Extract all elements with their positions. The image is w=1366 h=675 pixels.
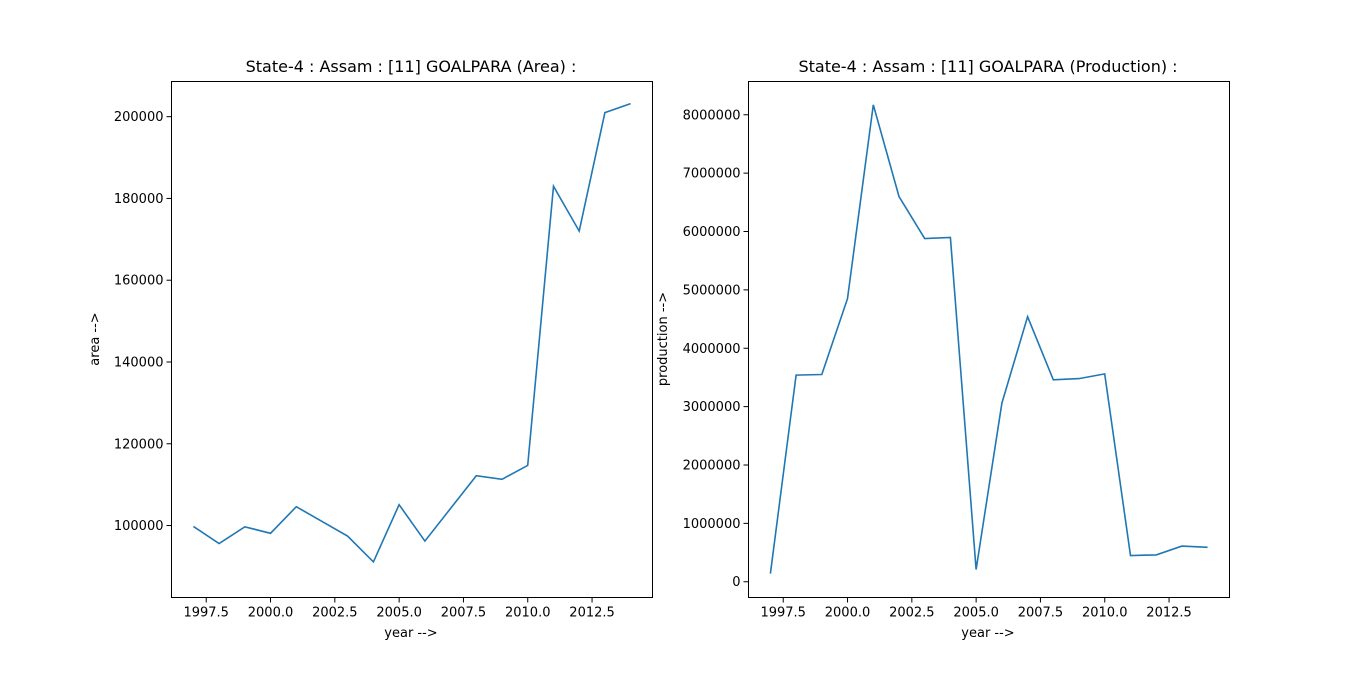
production-y-tick-label: 4000000 <box>683 342 741 357</box>
area-x-axis-label: year --> <box>384 626 437 641</box>
production-x-axis-label: year --> <box>961 626 1014 641</box>
production-chart-title: State-4 : Assam : [11] GOALPARA (Product… <box>798 57 1177 76</box>
area-x-tick-label: 2000.0 <box>248 606 294 621</box>
area-x-tick-label: 2012.5 <box>569 606 615 621</box>
area-x-tick-label: 2002.5 <box>312 606 358 621</box>
area-chart-title: State-4 : Assam : [11] GOALPARA (Area) : <box>246 57 577 76</box>
production-x-tick-label: 2012.5 <box>1146 606 1192 621</box>
production-y-tick-label: 6000000 <box>683 225 741 240</box>
production-x-ticks: 1997.5 2000.0 2002.5 2005.0 2007.5 2010.0 2012… <box>760 597 1192 621</box>
area-x-tick-label: 2005.0 <box>376 606 422 621</box>
production-chart: State-4 : Assam : [11] GOALPARA (Product… <box>656 57 1230 641</box>
area-chart-frame <box>171 81 653 598</box>
production-x-tick-label: 1997.5 <box>760 606 806 621</box>
production-x-tick-label: 2005.0 <box>953 606 999 621</box>
area-y-tick-label: 200000 <box>114 110 164 125</box>
production-y-axis-label: production --> <box>656 292 671 386</box>
production-chart-frame <box>748 81 1230 598</box>
production-x-tick-label: 2007.5 <box>1018 606 1064 621</box>
production-y-tick-label: 8000000 <box>683 108 741 123</box>
production-series-line <box>769 104 1208 574</box>
production-x-tick-label: 2010.0 <box>1082 606 1128 621</box>
area-series-line <box>192 102 631 564</box>
production-y-tick-label: 0 <box>732 575 740 590</box>
area-x-tick-label: 2010.0 <box>505 606 551 621</box>
area-y-tick-label: 140000 <box>114 355 164 370</box>
area-y-tick-label: 160000 <box>114 274 164 289</box>
area-y-ticks: 100000 120000 140000 160000 180000 200000 <box>114 110 172 534</box>
area-y-tick-label: 180000 <box>114 192 164 207</box>
area-x-tick-label: 1997.5 <box>183 606 229 621</box>
area-y-tick-label: 120000 <box>114 437 164 452</box>
production-y-tick-label: 1000000 <box>683 517 741 532</box>
area-y-tick-label: 100000 <box>114 519 164 534</box>
production-x-tick-label: 2000.0 <box>825 606 871 621</box>
area-y-axis-label: area --> <box>88 312 103 365</box>
area-x-ticks: 1997.5 2000.0 2002.5 2005.0 2007.5 2010.0 2012… <box>183 597 615 621</box>
production-y-tick-label: 3000000 <box>683 400 741 415</box>
area-chart: State-4 : Assam : [11] GOALPARA (Area) :… <box>88 57 653 641</box>
production-y-tick-label: 2000000 <box>683 458 741 473</box>
production-x-tick-label: 2002.5 <box>889 606 935 621</box>
production-y-ticks: 0 1000000 2000000 3000000 4000000 5000000 6000… <box>683 108 749 590</box>
area-x-tick-label: 2007.5 <box>441 606 487 621</box>
production-y-tick-label: 5000000 <box>683 283 741 298</box>
production-y-tick-label: 7000000 <box>683 167 741 182</box>
